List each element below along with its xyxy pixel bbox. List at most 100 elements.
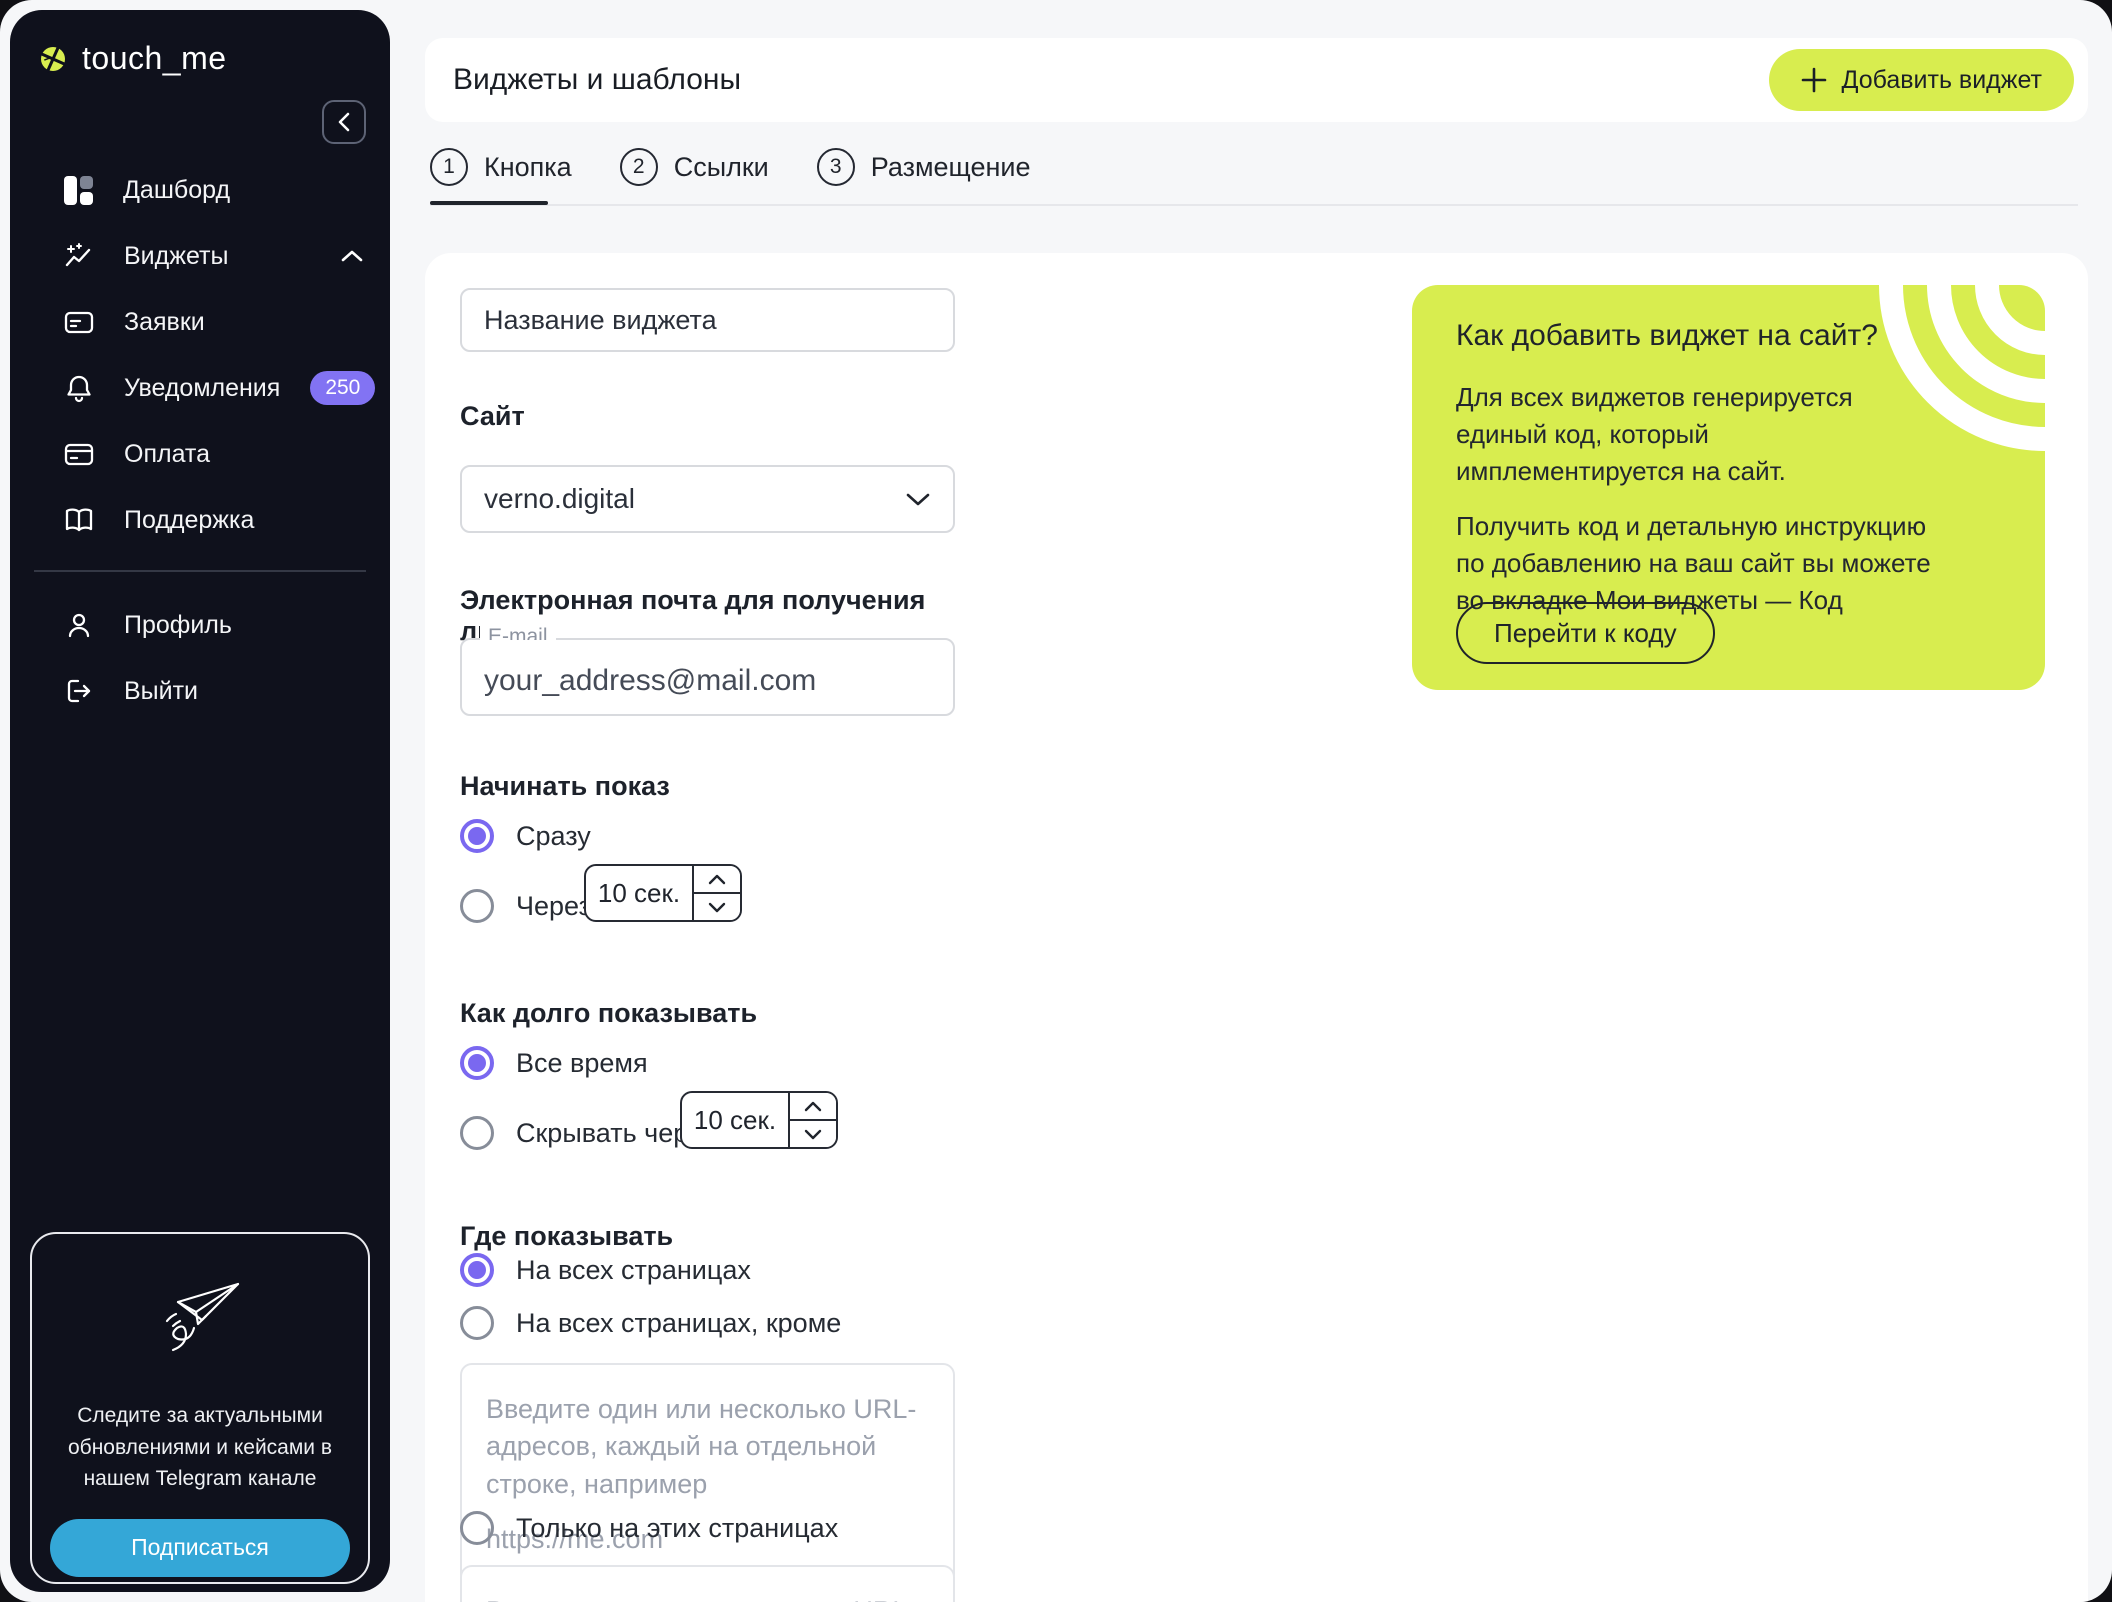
radio-unselected-icon	[460, 889, 494, 923]
tab-placement-step[interactable]: 3 Размещение	[816, 148, 1031, 200]
url-placeholder: Введите один или несколько URL-адресов, …	[486, 1394, 917, 1499]
include-urls-textarea[interactable]: Введите один или несколько URL-адресов, …	[460, 1565, 955, 1602]
sidebar-secondary-nav: Профиль Выйти	[10, 592, 390, 724]
step-label: Ссылки	[673, 151, 769, 182]
tab-links-step[interactable]: 2 Ссылки	[619, 148, 769, 200]
chevron-down-icon	[804, 1129, 822, 1139]
sidebar-divider	[34, 570, 366, 572]
plus-icon	[1802, 67, 1827, 93]
where-title: Где показывать	[460, 1221, 674, 1251]
help-card: Как добавить виджет на сайт? Для всех ви…	[1412, 285, 2045, 690]
step-tabs: 1 Кнопка 2 Ссылки 3 Размещение	[430, 148, 1031, 200]
step-number: 1	[430, 148, 468, 186]
add-widget-label: Добавить виджет	[1841, 65, 2042, 94]
exclude-urls-textarea[interactable]: Введите один или несколько URL-адресов, …	[460, 1363, 955, 1586]
radio-where-all[interactable]: На всех страницах	[460, 1253, 751, 1287]
radio-label: Все время	[516, 1047, 648, 1078]
telegram-promo-text: Следите за актуальными обновлениями и ке…	[67, 1404, 333, 1490]
sidebar-collapse-button[interactable]	[322, 100, 366, 144]
start-show-title: Начинать показ	[460, 771, 670, 801]
sidebar-item-payment[interactable]: Оплата	[10, 421, 390, 487]
radio-unselected-icon	[460, 1511, 494, 1545]
radio-where-only[interactable]: Только на этих страницах	[460, 1511, 838, 1545]
sidebar-item-label: Поддержка	[124, 505, 255, 534]
sidebar-item-profile[interactable]: Профиль	[10, 592, 390, 658]
sidebar-item-logout[interactable]: Выйти	[10, 658, 390, 724]
logo-mark-icon	[39, 44, 67, 73]
chevron-left-icon	[338, 112, 350, 132]
stepper-up-button[interactable]	[790, 1093, 836, 1121]
sidebar-item-requests[interactable]: Заявки	[10, 289, 390, 355]
radio-label: На всех страницах	[516, 1254, 751, 1285]
telegram-promo-card: Следите за актуальными обновлениями и ке…	[30, 1232, 370, 1584]
page-header: Виджеты и шаблоны Добавить виджет	[425, 38, 2088, 122]
radio-selected-icon	[460, 819, 494, 853]
notifications-badge: 250	[310, 371, 376, 405]
sidebar-item-label: Оплата	[124, 439, 210, 468]
chevron-down-icon	[906, 493, 930, 505]
radio-label: Только на этих страницах	[516, 1512, 839, 1543]
chevron-up-icon	[708, 874, 726, 884]
logo-text: touch_me	[82, 40, 227, 76]
sidebar-item-label: Уведомления	[124, 373, 281, 402]
hide-delay-value[interactable]: 10 сек.	[693, 1104, 777, 1135]
step-number: 2	[619, 148, 658, 186]
book-icon	[65, 508, 93, 532]
step-label: Кнопка	[484, 151, 572, 182]
help-title: Как добавить виджет на сайт?	[1456, 319, 1878, 352]
sidebar: touch_me Дашборд Виджеты	[10, 10, 390, 1592]
page-title: Виджеты и шаблоны	[453, 63, 742, 96]
sidebar-item-label: Профиль	[124, 610, 232, 639]
sidebar-item-label: Заявки	[124, 307, 205, 336]
form-card: Сайт verno.digital Электронная почта для…	[425, 253, 2088, 1602]
email-input[interactable]	[462, 640, 953, 714]
logout-icon	[67, 679, 91, 703]
sidebar-nav: Дашборд Виджеты Заявки	[10, 157, 390, 553]
tabs-track	[430, 204, 2078, 206]
sidebar-item-dashboard[interactable]: Дашборд	[10, 157, 390, 223]
start-delay-value[interactable]: 10 сек.	[597, 877, 681, 908]
radio-start-now[interactable]: Сразу	[460, 819, 591, 853]
sidebar-item-support[interactable]: Поддержка	[10, 487, 390, 553]
email-field-wrap: E-mail	[460, 625, 955, 716]
radio-selected-icon	[460, 1253, 494, 1287]
help-paragraph-1: Для всех виджетов генерируется единый ко…	[1456, 382, 1853, 486]
subscribe-button[interactable]: Подписаться	[50, 1518, 350, 1577]
step-number: 3	[816, 148, 855, 186]
radio-duration-always[interactable]: Все время	[460, 1046, 648, 1080]
step-label: Размещение	[870, 151, 1031, 182]
radio-label: Сразу	[516, 820, 591, 851]
site-label: Сайт	[460, 401, 525, 431]
tab-button-step[interactable]: 1 Кнопка	[430, 148, 572, 200]
stepper-up-button[interactable]	[694, 866, 740, 894]
sidebar-item-label: Дашборд	[123, 175, 231, 204]
widgets-icon	[65, 243, 91, 267]
go-to-code-button[interactable]: Перейти к коду	[1456, 602, 1715, 664]
person-icon	[68, 613, 90, 638]
site-select-value: verno.digital	[484, 483, 635, 514]
sidebar-item-widgets[interactable]: Виджеты	[10, 223, 390, 289]
radio-start-after[interactable]: Через	[460, 877, 591, 935]
chevron-up-icon	[804, 1101, 822, 1111]
radio-duration-hide[interactable]: Скрывать через	[460, 1104, 715, 1162]
url-example: https://me.com	[486, 1523, 664, 1554]
sidebar-item-label: Выйти	[124, 676, 199, 705]
stepper-down-button[interactable]	[790, 1121, 836, 1147]
radio-unselected-icon	[460, 1306, 494, 1340]
bell-icon	[67, 375, 91, 403]
chevron-up-icon	[341, 250, 363, 262]
stepper-down-button[interactable]	[694, 894, 740, 920]
url-placeholder: Введите один или несколько URL-адресов, …	[486, 1593, 929, 1602]
hide-delay-stepper: 10 сек.	[680, 1091, 838, 1149]
add-widget-button[interactable]: Добавить виджет	[1769, 49, 2074, 111]
widget-name-input[interactable]	[460, 288, 955, 352]
sidebar-item-notifications[interactable]: Уведомления 250	[10, 355, 390, 421]
radio-label: На всех страницах, кроме	[516, 1307, 842, 1338]
duration-title: Как долго показывать	[460, 998, 758, 1028]
site-select[interactable]: verno.digital	[460, 465, 955, 533]
radio-where-except[interactable]: На всех страницах, кроме	[460, 1306, 841, 1340]
sidebar-item-label: Виджеты	[124, 241, 229, 270]
dashboard-icon	[64, 175, 93, 205]
